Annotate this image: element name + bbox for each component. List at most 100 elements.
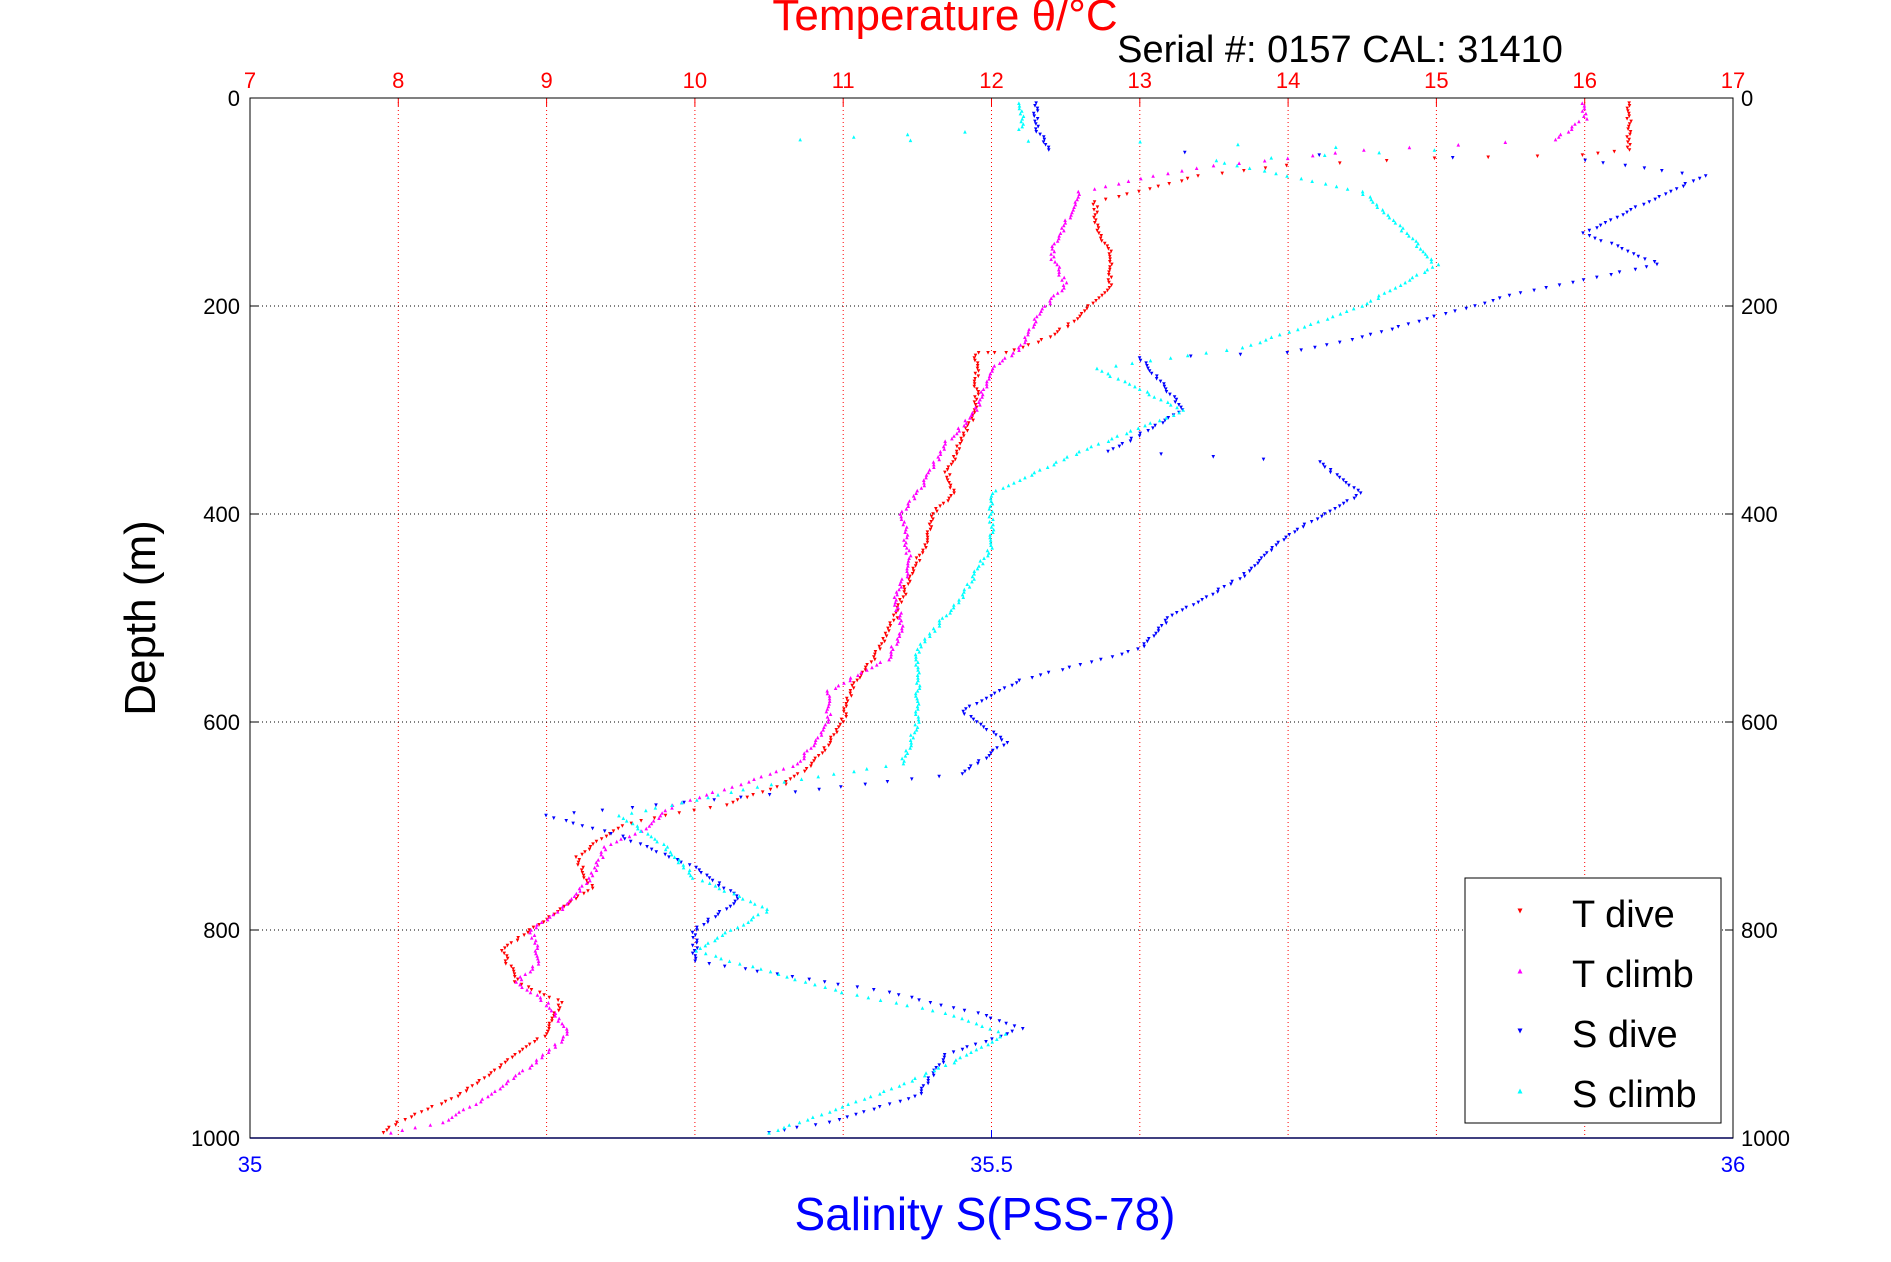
- data-point: [586, 889, 590, 893]
- data-point: [690, 943, 695, 948]
- data-point: [1382, 291, 1387, 295]
- data-point: [1100, 293, 1104, 298]
- data-point: [877, 644, 882, 649]
- data-point: [943, 442, 948, 446]
- data-point: [964, 421, 969, 425]
- data-point: [974, 720, 979, 724]
- data-point: [1647, 200, 1652, 204]
- data-point: [1006, 483, 1011, 488]
- data-point: [654, 803, 658, 807]
- data-point: [878, 660, 883, 664]
- data-point: [848, 678, 852, 683]
- data-point: [906, 572, 910, 576]
- data-point: [1156, 626, 1161, 631]
- data-point: [1333, 507, 1337, 511]
- data-point: [547, 1006, 552, 1010]
- data-point: [1334, 145, 1338, 150]
- data-point: [1627, 148, 1632, 152]
- data-point: [1581, 231, 1585, 235]
- data-point: [1181, 408, 1186, 412]
- data-point: [973, 353, 978, 358]
- data-point: [1164, 390, 1169, 394]
- data-point: [690, 930, 695, 935]
- data-point: [909, 743, 913, 748]
- legend-box: [1464, 877, 1722, 1124]
- depth-tick-label-left: 200: [203, 294, 240, 319]
- data-point: [715, 936, 720, 940]
- data-point: [409, 1115, 414, 1119]
- data-point: [727, 959, 732, 963]
- data-point: [1146, 429, 1150, 433]
- data-point: [1407, 145, 1412, 150]
- chart-subtitle: Serial #: 0157 CAL: 31410: [1117, 29, 1563, 71]
- data-point: [534, 1060, 539, 1065]
- data-point: [826, 704, 831, 709]
- data-point: [1050, 244, 1054, 248]
- data-point: [931, 517, 935, 521]
- data-point: [457, 1110, 461, 1114]
- data-point: [1224, 348, 1229, 352]
- data-point: [958, 442, 962, 446]
- data-point: [526, 930, 530, 935]
- data-point: [1191, 603, 1196, 607]
- data-point: [791, 764, 795, 768]
- data-point: [923, 543, 927, 547]
- data-point: [749, 917, 754, 922]
- data-point: [629, 821, 634, 826]
- data-point: [719, 956, 723, 961]
- data-point: [1067, 665, 1072, 670]
- data-point: [672, 855, 677, 859]
- data-point: [809, 746, 813, 750]
- data-point: [1164, 387, 1168, 391]
- legend-marker: [1517, 908, 1523, 914]
- data-point: [1106, 449, 1110, 454]
- data-point: [712, 798, 716, 802]
- depth-tick-label-right: 0: [1741, 86, 1753, 111]
- data-point: [1436, 262, 1441, 267]
- data-point: [905, 751, 910, 755]
- data-point: [768, 969, 773, 974]
- data-point: [973, 403, 978, 407]
- data-point: [909, 777, 914, 781]
- data-point: [968, 764, 973, 768]
- data-point: [998, 1034, 1002, 1039]
- data-point: [1061, 223, 1066, 228]
- data-point: [1049, 296, 1053, 300]
- data-point: [889, 650, 893, 654]
- data-point: [662, 842, 666, 846]
- data-point: [909, 733, 913, 737]
- data-point: [511, 1076, 516, 1080]
- data-point: [981, 561, 985, 566]
- data-point: [807, 977, 812, 982]
- data-point: [845, 1115, 850, 1119]
- data-point: [938, 449, 943, 454]
- data-point: [1100, 369, 1104, 373]
- data-point: [1330, 314, 1335, 319]
- data-point: [900, 629, 904, 633]
- data-point: [646, 832, 650, 836]
- data-point: [1623, 163, 1628, 168]
- data-point: [482, 1076, 487, 1080]
- data-point: [1004, 1021, 1008, 1026]
- data-point: [544, 1003, 549, 1008]
- data-point: [470, 1084, 475, 1088]
- data-point: [741, 787, 745, 792]
- data-point: [1356, 488, 1360, 493]
- data-point: [1617, 270, 1622, 274]
- data-point: [825, 691, 830, 696]
- data-point: [1058, 231, 1063, 235]
- data-point: [1073, 200, 1077, 204]
- data-point: [630, 806, 635, 810]
- data-point: [655, 839, 659, 844]
- data-point: [891, 647, 895, 651]
- data-point: [630, 821, 635, 826]
- data-point: [902, 585, 906, 589]
- data-point: [1615, 215, 1620, 220]
- data-point: [821, 728, 825, 732]
- data-point: [1483, 301, 1487, 306]
- data-point: [916, 715, 921, 719]
- data-point: [1625, 106, 1630, 111]
- data-point: [915, 704, 920, 709]
- data-point: [1055, 330, 1060, 334]
